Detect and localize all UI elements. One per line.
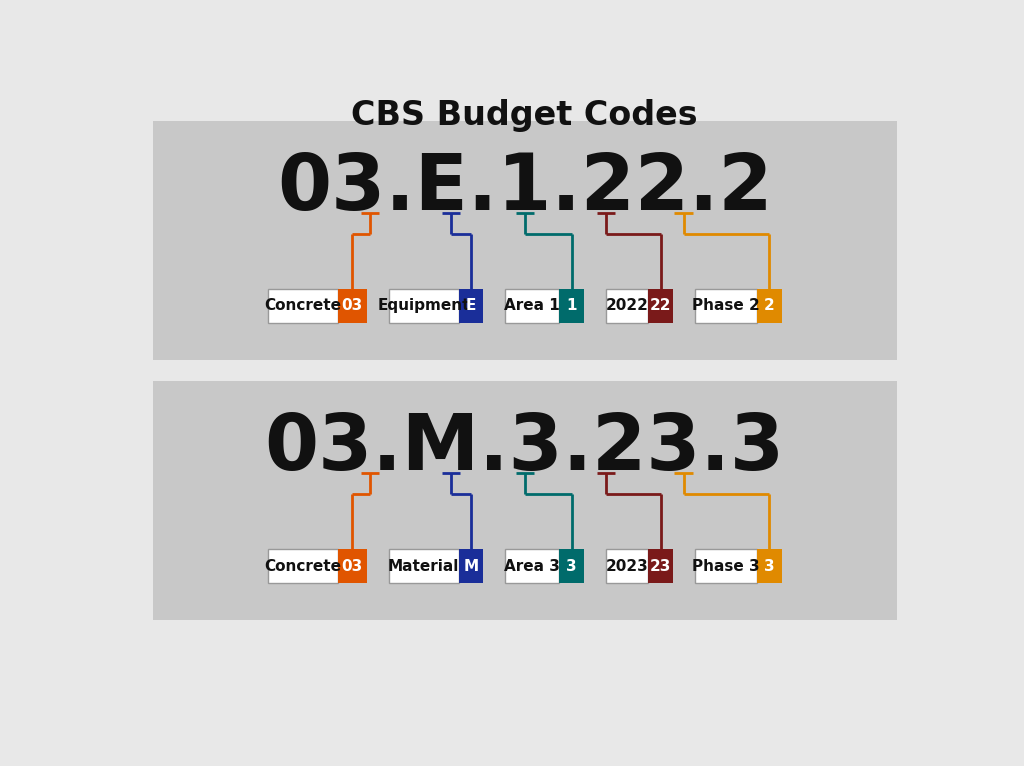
Text: Phase 2: Phase 2 — [692, 299, 760, 313]
FancyBboxPatch shape — [648, 549, 673, 583]
Text: Equipment: Equipment — [378, 299, 470, 313]
FancyBboxPatch shape — [757, 549, 781, 583]
Text: 03.E.1.22.2: 03.E.1.22.2 — [278, 150, 772, 226]
FancyBboxPatch shape — [338, 289, 367, 323]
FancyBboxPatch shape — [268, 289, 338, 323]
FancyBboxPatch shape — [268, 549, 338, 583]
Text: 23: 23 — [650, 558, 672, 574]
Text: 22: 22 — [650, 299, 672, 313]
FancyBboxPatch shape — [505, 289, 559, 323]
Text: CBS Budget Codes: CBS Budget Codes — [351, 100, 698, 133]
FancyBboxPatch shape — [695, 289, 757, 323]
FancyBboxPatch shape — [559, 549, 584, 583]
FancyBboxPatch shape — [648, 289, 673, 323]
FancyBboxPatch shape — [338, 549, 367, 583]
Text: 03: 03 — [342, 299, 362, 313]
FancyBboxPatch shape — [606, 289, 648, 323]
Text: 2022: 2022 — [605, 299, 648, 313]
Text: Material: Material — [388, 558, 460, 574]
FancyBboxPatch shape — [459, 289, 483, 323]
Text: Concrete: Concrete — [264, 558, 341, 574]
Text: 3: 3 — [566, 558, 577, 574]
Text: E: E — [466, 299, 476, 313]
Text: 03.M.3.23.3: 03.M.3.23.3 — [265, 411, 784, 486]
Text: 2023: 2023 — [606, 558, 648, 574]
FancyBboxPatch shape — [153, 381, 897, 620]
Text: 2: 2 — [764, 299, 775, 313]
Text: M: M — [464, 558, 478, 574]
FancyBboxPatch shape — [153, 121, 897, 360]
Text: 3: 3 — [764, 558, 774, 574]
Text: 03: 03 — [342, 558, 362, 574]
Text: 1: 1 — [566, 299, 577, 313]
Text: Phase 3: Phase 3 — [692, 558, 760, 574]
FancyBboxPatch shape — [695, 549, 757, 583]
FancyBboxPatch shape — [505, 549, 559, 583]
FancyBboxPatch shape — [606, 549, 648, 583]
Text: Area 1: Area 1 — [504, 299, 560, 313]
FancyBboxPatch shape — [389, 289, 459, 323]
Text: Area 3: Area 3 — [504, 558, 560, 574]
FancyBboxPatch shape — [389, 549, 459, 583]
FancyBboxPatch shape — [757, 289, 781, 323]
FancyBboxPatch shape — [559, 289, 584, 323]
Text: Concrete: Concrete — [264, 299, 341, 313]
FancyBboxPatch shape — [459, 549, 483, 583]
